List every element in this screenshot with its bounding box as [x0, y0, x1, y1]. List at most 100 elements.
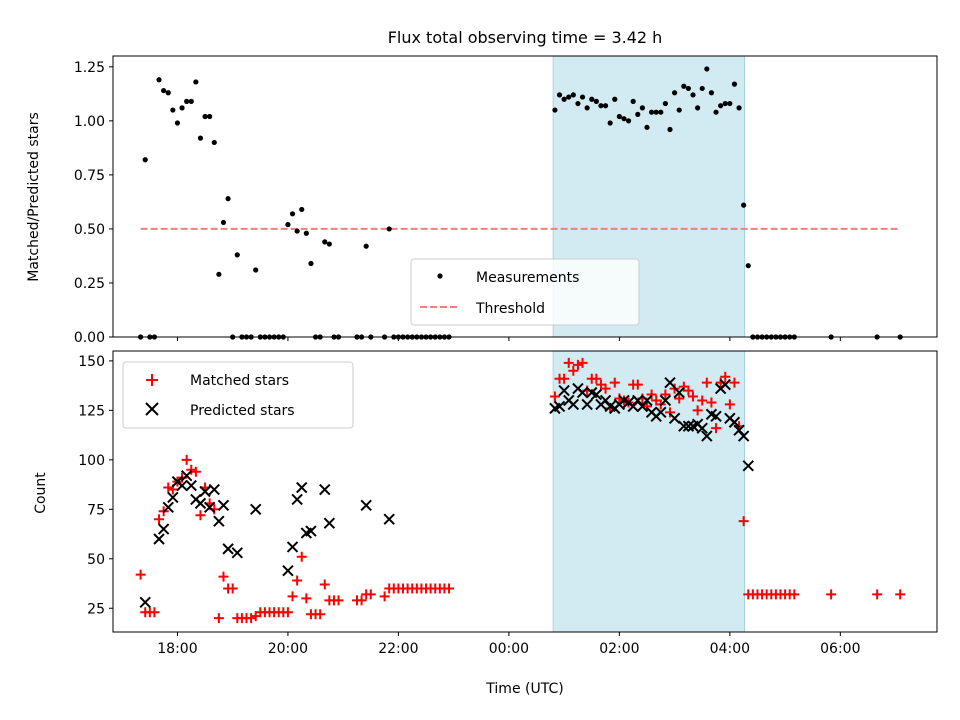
matched-star-point	[315, 609, 326, 620]
predicted-star-point	[291, 493, 303, 506]
ratio-legend: Measurements Threshold	[410, 258, 640, 326]
x-tick-label: 06:00	[820, 641, 860, 657]
predicted-star-point	[199, 485, 211, 498]
matched-star-point	[135, 569, 146, 580]
measurement-point	[220, 219, 227, 226]
measurement-point	[289, 211, 296, 217]
matched-star-point	[195, 510, 206, 521]
ratio-y-tick-label: 0.75	[74, 168, 105, 184]
predicted-star-point	[673, 386, 685, 399]
measurement-point	[736, 105, 742, 111]
matched-star-point	[826, 589, 837, 600]
count-legend-box	[122, 361, 354, 429]
matched-star-point	[282, 607, 293, 618]
measurement-point	[363, 243, 369, 249]
count-y-tick-label: 25	[87, 601, 105, 617]
predicted-star-point	[641, 394, 653, 407]
predicted-star-point	[323, 517, 336, 529]
measurement-point	[681, 83, 687, 89]
matched-star-point	[301, 593, 312, 604]
predicted-star-point	[558, 384, 570, 397]
matched-star-point	[563, 357, 574, 368]
measurement-point	[639, 105, 645, 111]
matched-star-point	[568, 365, 579, 376]
measurement-point	[294, 228, 300, 234]
measurement-point	[722, 100, 728, 107]
matched-star-point	[711, 423, 722, 434]
predicted-star-point	[719, 378, 731, 391]
measurement-point	[676, 107, 682, 113]
measurement-point	[566, 94, 572, 100]
measurement-point	[685, 85, 692, 92]
matched-star-point	[365, 589, 376, 600]
measurement-point	[161, 87, 167, 94]
legend-marker-matched	[146, 374, 158, 386]
measurement-point	[234, 252, 240, 258]
measurement-point	[142, 157, 148, 163]
matched-star-point	[559, 373, 570, 384]
measurement-point	[575, 100, 581, 107]
measurement-point	[593, 98, 599, 104]
count-legend: Matched stars Predicted stars	[122, 361, 354, 429]
count-x-axis: 18:00 20:00 22:00 00:00 02:00 04:00 06:00	[157, 632, 861, 657]
matched-star-point	[738, 516, 749, 527]
predicted-star-point	[664, 376, 676, 389]
measurement-point	[745, 263, 751, 269]
predicted-star-point	[668, 412, 681, 424]
matched-star-point	[154, 514, 165, 525]
count-y-tick-label: 125	[78, 403, 105, 419]
matched-star-point	[163, 482, 174, 493]
ratio-series-layer	[138, 66, 903, 340]
ratio-panel: 0.00 0.25 0.50 0.75 1.00 1.25 Matched/Predict…	[26, 55, 938, 346]
legend-label-measurements: Measurements	[476, 270, 579, 286]
measurement-point	[253, 267, 259, 273]
matched-star-point	[190, 466, 201, 477]
measurement-point	[174, 120, 181, 126]
matched-star-point	[697, 395, 708, 406]
count-y-tick-label: 100	[78, 453, 105, 469]
matched-star-point	[789, 589, 800, 600]
ratio-y-axis-label: Matched/Predicted stars	[26, 112, 42, 282]
matched-star-point	[632, 379, 643, 390]
measurement-point	[584, 105, 590, 111]
predicted-star-point	[742, 460, 754, 472]
x-tick-label: 20:00	[268, 641, 308, 657]
predicted-star-point	[157, 523, 170, 535]
matched-star-point	[379, 591, 390, 602]
measurement-point	[672, 90, 678, 96]
matched-star-point	[287, 591, 298, 602]
count-y-axis: 25 50 75 100 125 150	[78, 354, 113, 617]
measurement-point	[299, 206, 305, 213]
matched-star-point	[213, 613, 224, 624]
ratio-y-axis: 0.00 0.25 0.50 0.75 1.00 1.25	[74, 60, 113, 346]
measurement-point	[630, 98, 636, 104]
predicted-star-point	[203, 501, 216, 514]
count-y-tick-label: 150	[78, 354, 105, 370]
predicted-star-point	[185, 479, 197, 492]
measurement-point	[621, 116, 627, 122]
matched-star-point	[683, 385, 694, 396]
matched-star-point	[706, 397, 717, 408]
measurement-point	[156, 77, 162, 83]
measurement-point	[658, 109, 664, 115]
measurement-point	[612, 96, 618, 102]
measurement-point	[202, 113, 208, 120]
measurement-point	[607, 120, 613, 126]
matched-star-point	[549, 391, 560, 402]
predicted-star-point	[655, 406, 667, 419]
x-tick-label: 02:00	[599, 641, 639, 657]
matched-star-point	[688, 391, 699, 402]
chart-title: Flux total observing time = 3.42 h	[388, 28, 663, 47]
predicted-star-point	[553, 400, 566, 413]
matched-star-point	[591, 373, 602, 384]
measurement-point	[326, 241, 332, 247]
matched-star-point	[292, 575, 303, 586]
predicted-star-point	[194, 497, 207, 510]
measurement-point	[179, 105, 185, 111]
ratio-y-tick-label: 0.00	[74, 330, 105, 346]
legend-label-predicted: Predicted stars	[190, 403, 295, 419]
measurement-point	[308, 260, 314, 267]
matched-star-point	[692, 405, 703, 416]
matched-star-point	[444, 583, 455, 594]
